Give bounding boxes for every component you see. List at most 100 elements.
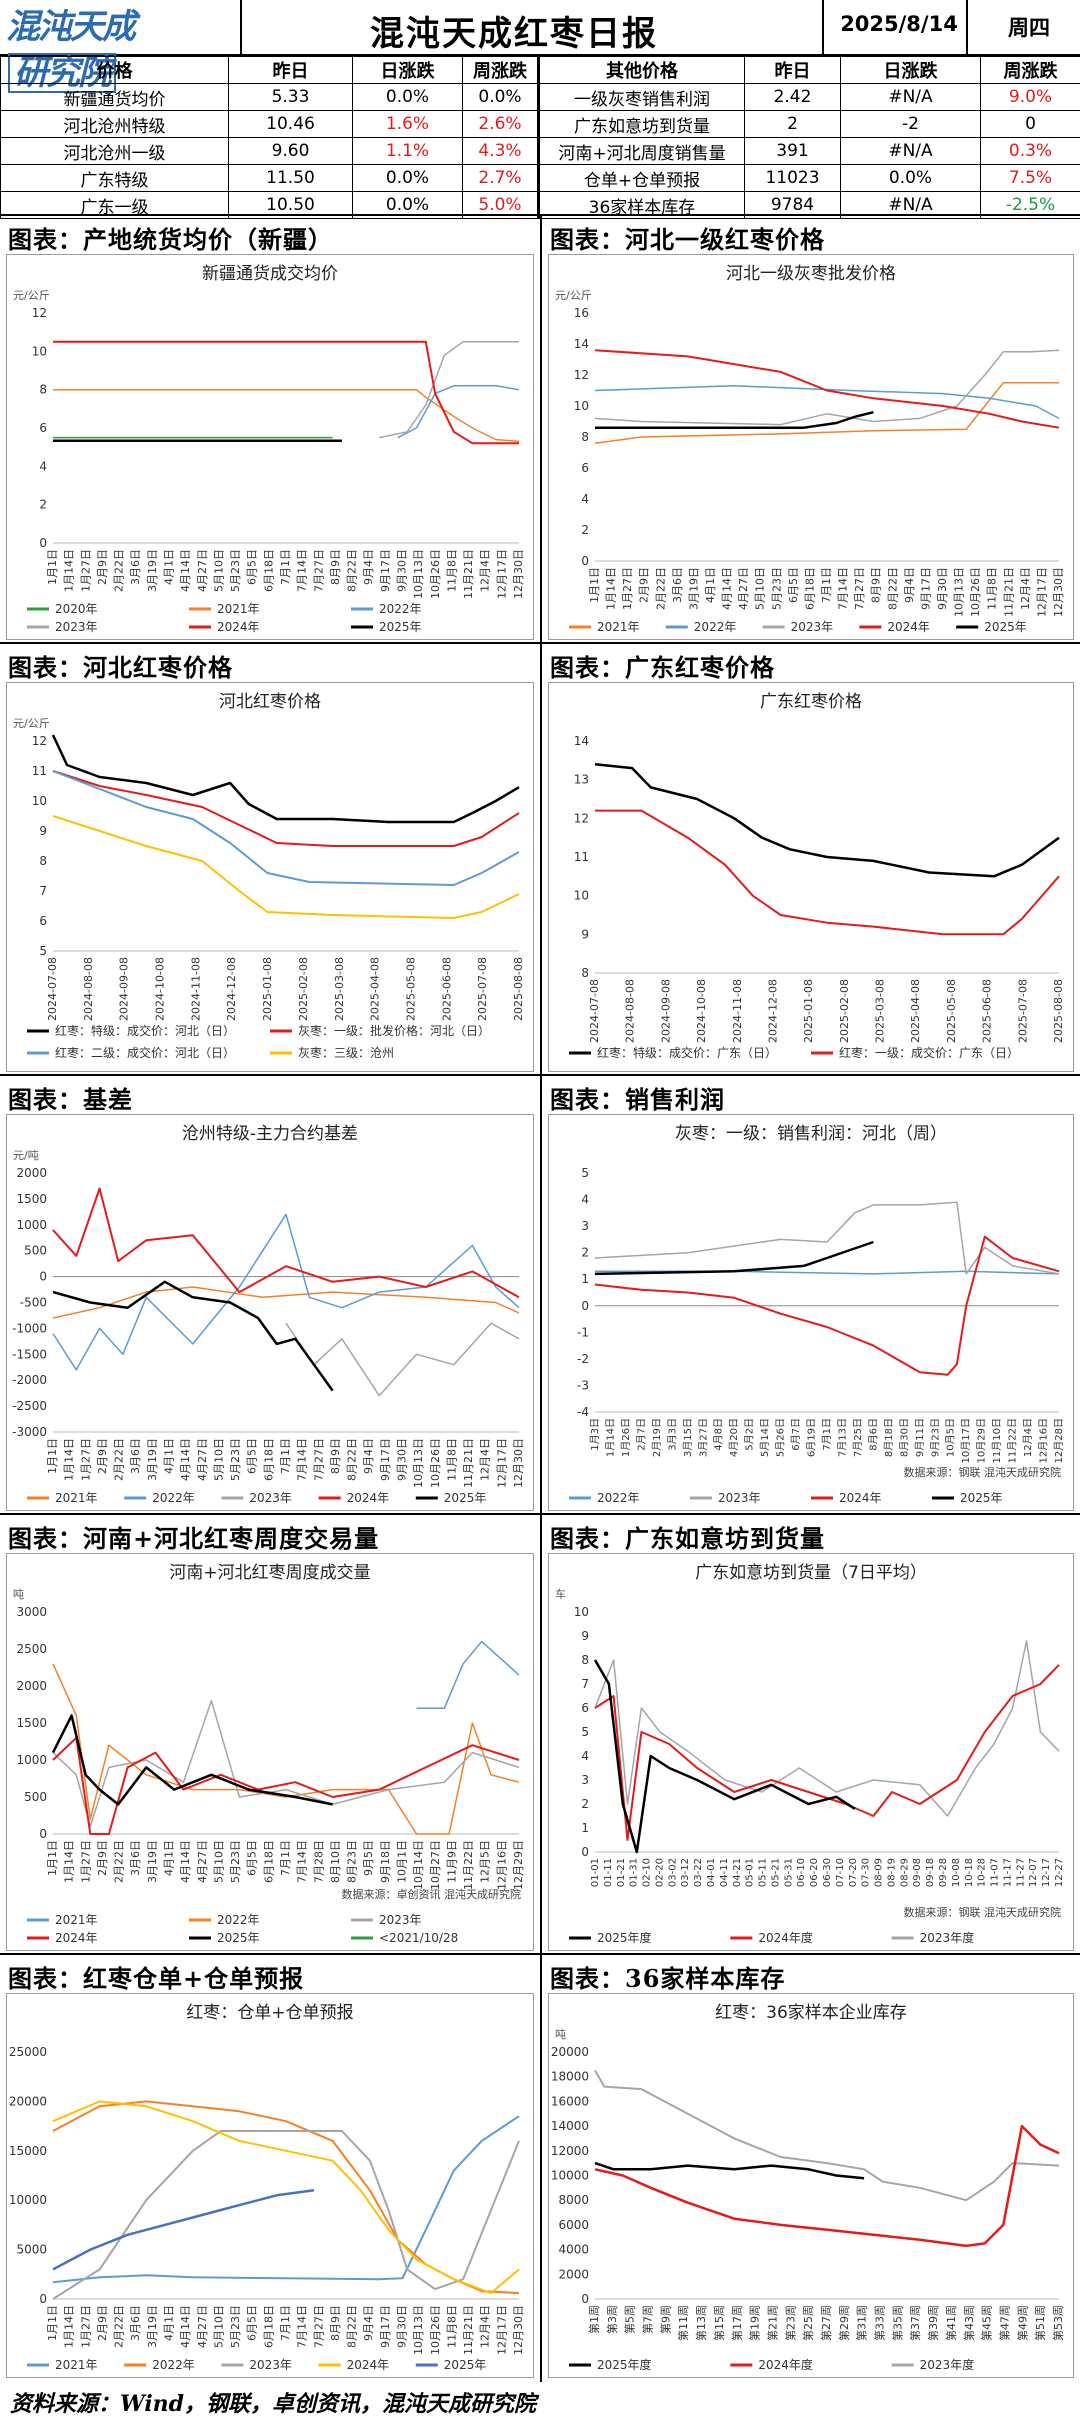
chart-title: 新疆通货成交均价: [202, 264, 338, 284]
y-tick-label: 5000: [16, 2243, 47, 2257]
y-tick-label: 8: [581, 966, 589, 980]
x-tick-label: 4月14日: [179, 1438, 192, 1481]
table-cell: 10.46: [228, 110, 353, 138]
series-line: [52, 1286, 520, 1319]
x-tick-label: 5月23日: [770, 567, 783, 610]
series-line: [594, 2124, 1060, 2248]
x-tick-label: 2025-08-08: [512, 957, 525, 1021]
x-tick-label: 9月11日: [914, 1418, 926, 1457]
x-tick-label: 5月23日: [229, 549, 242, 592]
x-tick-label: 10月13日: [412, 1438, 425, 1488]
x-tick-label: 2月22日: [113, 2305, 126, 2348]
x-tick-label: 6月7日: [790, 1418, 802, 1451]
x-tick-label: 08-29: [899, 1858, 910, 1887]
legend-label: 2024年: [887, 620, 930, 634]
x-tick-label: 9月30日: [396, 2305, 409, 2348]
panel-title: 图表：36家样本库存: [550, 1964, 786, 1993]
y-tick-label: 14: [574, 734, 589, 748]
x-tick-label: 第23周: [783, 2305, 797, 2341]
x-tick-label: 12月17日: [1035, 567, 1048, 617]
y-tick-label: 18000: [551, 2070, 589, 2084]
chart-note: 数据来源：钢联 混沌天成研究院: [904, 1465, 1062, 1479]
table-cell: 0.0%: [840, 164, 981, 192]
x-tick-label: 12-27: [1054, 1858, 1065, 1887]
y-tick-label: 7: [39, 884, 47, 898]
legend-label: 2025年度: [597, 1930, 652, 1945]
x-tick-label: 10月26日: [429, 2305, 442, 2355]
y-tick-label: 4: [581, 1749, 589, 1763]
y-tick-label: 1: [581, 1821, 589, 1835]
x-tick-label: 2024-08-08: [624, 979, 637, 1043]
x-tick-label: 第3周: [605, 2305, 619, 2334]
x-tick-label: 10月26日: [429, 549, 442, 599]
x-tick-label: 第47周: [997, 2305, 1011, 2341]
table-row: 河北沧州特级 10.46 1.6% 2.6% 广东如意坊到货量 2 -2 0: [0, 110, 1080, 138]
legend-label: 2021年: [597, 620, 640, 634]
x-tick-label: 2024-12-08: [225, 957, 238, 1021]
y-tick-label: 10: [574, 399, 589, 413]
x-tick-label: 2025-08-08: [1052, 979, 1065, 1043]
legend-label: 2024年: [347, 1491, 390, 1505]
y-tick-label: 6: [581, 1701, 589, 1715]
y-tick-label: 12: [32, 306, 47, 320]
x-tick-label: 1月14日: [63, 549, 76, 592]
x-tick-label: 12月16日: [495, 1840, 508, 1890]
y-tick-label: 14: [574, 337, 589, 351]
y-tick-label: 10: [574, 889, 589, 903]
x-tick-label: 10-08: [951, 1858, 962, 1887]
x-tick-label: 4月1日: [163, 1840, 176, 1876]
y-axis-label: 车: [555, 1587, 566, 1601]
x-tick-label: 4月1日: [163, 2305, 176, 2341]
x-tick-label: 1月14日: [604, 1418, 616, 1457]
x-tick-label: 7月1日: [279, 2305, 292, 2341]
x-tick-label: 6月5日: [246, 549, 259, 585]
table-cell: 0: [980, 110, 1080, 138]
x-tick-label: 12月17日: [495, 1438, 508, 1488]
series-line: [594, 349, 1060, 429]
y-tick-label: 1: [581, 1272, 589, 1286]
legend-label: 灰枣：一级：批发价格：河北（日）: [298, 1023, 490, 1038]
chart-title: 河南+河北红枣周度成交量: [169, 1563, 370, 1583]
x-tick-label: 2月9日: [96, 1840, 109, 1876]
x-tick-label: 12月5日: [479, 1840, 492, 1883]
x-tick-label: 2025-03-08: [874, 979, 887, 1043]
legend-label: 红枣：特级：成交价：广东（日）: [597, 1045, 777, 1060]
x-tick-label: 2月7日: [635, 1418, 647, 1451]
x-tick-label: 7月14日: [296, 2305, 309, 2348]
x-tick-label: 1月1日: [46, 1840, 59, 1876]
legend-label: 2023年: [791, 620, 834, 634]
y-tick-label: 1000: [16, 1753, 47, 1767]
x-tick-label: 7月14日: [296, 549, 309, 592]
x-tick-label: 6月18日: [262, 1840, 275, 1883]
y-tick-label: 2: [581, 523, 589, 537]
x-tick-label: 8月9日: [870, 567, 883, 603]
x-tick-label: 01-31: [629, 1858, 640, 1887]
x-tick-label: 1月14日: [605, 567, 618, 610]
legend-label: 2025年: [217, 1931, 260, 1945]
y-tick-label: 2000: [16, 1166, 47, 1180]
x-tick-label: 2月9日: [96, 549, 109, 585]
y-tick-label: 15000: [9, 2144, 47, 2158]
x-tick-label: 12月28日: [1053, 1418, 1065, 1463]
legend-label: 2024年度: [758, 2357, 813, 2372]
series-line: [594, 762, 1060, 878]
series-line: [594, 1664, 1060, 1841]
x-tick-label: 第19周: [748, 2305, 762, 2341]
chart-frame: 广东红枣价格 8 9 10 11 12 13 14 2024-07-08 2024-08-08 20…: [548, 682, 1074, 1072]
table-cell: 2.6%: [462, 110, 539, 138]
x-tick-label: 第51周: [1033, 2305, 1047, 2341]
y-tick-label: 6000: [558, 2218, 589, 2232]
x-tick-label: 8月9日: [329, 1438, 342, 1474]
legend-label: 灰枣：三级：沧州: [298, 1045, 394, 1060]
y-tick-label: 14000: [551, 2119, 589, 2133]
x-tick-label: 12月17日: [495, 2305, 508, 2355]
x-tick-label: 05-11: [758, 1858, 769, 1887]
x-tick-label: 10月27日: [429, 1840, 442, 1890]
y-tick-label: 4: [581, 1193, 589, 1207]
legend-label: 2021年: [217, 602, 260, 616]
table-row: 广东一级 10.50 0.0% 5.0% 36家样本库存 9784 #N/A -2.5%: [0, 191, 1080, 219]
x-tick-label: 第37周: [908, 2305, 922, 2341]
